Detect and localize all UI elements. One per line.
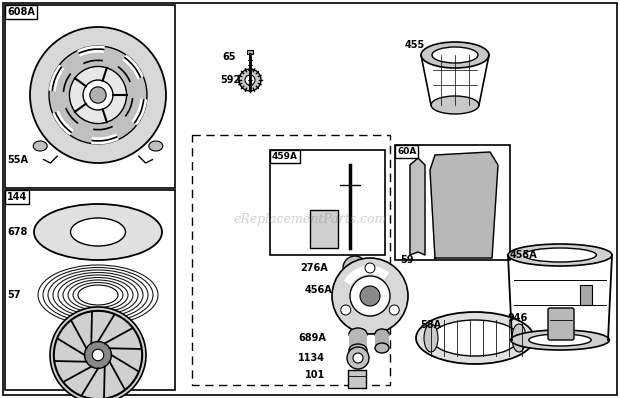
Text: 689A: 689A xyxy=(298,333,326,343)
Circle shape xyxy=(353,353,363,363)
Ellipse shape xyxy=(349,328,367,340)
Ellipse shape xyxy=(508,244,612,266)
Ellipse shape xyxy=(432,47,478,63)
Polygon shape xyxy=(430,152,498,258)
Text: 608A: 608A xyxy=(7,7,35,17)
Text: 946: 946 xyxy=(508,313,528,323)
Text: 1134: 1134 xyxy=(298,353,325,363)
Bar xyxy=(270,150,385,255)
Ellipse shape xyxy=(424,324,438,352)
Circle shape xyxy=(343,256,367,280)
Text: 144: 144 xyxy=(7,192,27,202)
Bar xyxy=(580,285,592,305)
Ellipse shape xyxy=(33,141,47,151)
Text: 60A: 60A xyxy=(397,147,417,156)
Ellipse shape xyxy=(511,330,609,350)
Circle shape xyxy=(350,276,390,316)
Bar xyxy=(375,334,389,348)
Text: 592: 592 xyxy=(220,75,241,85)
Bar xyxy=(5,5,175,188)
Ellipse shape xyxy=(529,334,591,346)
Circle shape xyxy=(84,341,112,369)
Polygon shape xyxy=(410,158,425,255)
Text: 55A: 55A xyxy=(7,155,28,165)
Ellipse shape xyxy=(375,343,389,353)
Bar xyxy=(395,145,510,260)
Bar xyxy=(310,210,338,248)
Circle shape xyxy=(389,305,399,315)
Bar xyxy=(192,135,390,385)
Text: 59: 59 xyxy=(400,255,414,265)
Bar xyxy=(5,190,175,390)
Circle shape xyxy=(350,263,360,273)
Circle shape xyxy=(69,66,126,123)
Circle shape xyxy=(50,307,146,398)
Ellipse shape xyxy=(421,42,489,68)
Text: 456A: 456A xyxy=(305,285,333,295)
Circle shape xyxy=(83,80,113,110)
Ellipse shape xyxy=(149,141,163,151)
Circle shape xyxy=(239,69,261,91)
Bar xyxy=(349,334,367,350)
Circle shape xyxy=(347,347,369,369)
Circle shape xyxy=(92,349,104,361)
Text: 65: 65 xyxy=(222,52,236,62)
Bar xyxy=(348,370,366,388)
Text: 57: 57 xyxy=(7,290,20,300)
Circle shape xyxy=(360,286,380,306)
Text: 455A: 455A xyxy=(510,250,538,260)
Circle shape xyxy=(245,75,255,85)
Ellipse shape xyxy=(431,96,479,114)
Ellipse shape xyxy=(524,248,596,262)
Ellipse shape xyxy=(431,320,519,356)
Circle shape xyxy=(341,305,351,315)
Text: 58A: 58A xyxy=(420,320,441,330)
Ellipse shape xyxy=(34,204,162,260)
Circle shape xyxy=(332,258,408,334)
Text: eReplacementParts.com: eReplacementParts.com xyxy=(233,213,387,226)
Circle shape xyxy=(30,27,166,163)
Ellipse shape xyxy=(416,312,534,364)
Text: 101: 101 xyxy=(305,370,326,380)
Circle shape xyxy=(90,87,106,103)
Circle shape xyxy=(365,263,375,273)
Text: 276A: 276A xyxy=(300,263,328,273)
Ellipse shape xyxy=(512,324,526,352)
Ellipse shape xyxy=(71,218,125,246)
Bar xyxy=(247,50,253,54)
Text: 459A: 459A xyxy=(272,152,298,161)
Ellipse shape xyxy=(375,329,389,339)
Ellipse shape xyxy=(349,344,367,356)
FancyBboxPatch shape xyxy=(548,308,574,340)
Text: 455: 455 xyxy=(405,40,425,50)
Circle shape xyxy=(49,46,147,144)
Text: 678: 678 xyxy=(7,227,27,237)
